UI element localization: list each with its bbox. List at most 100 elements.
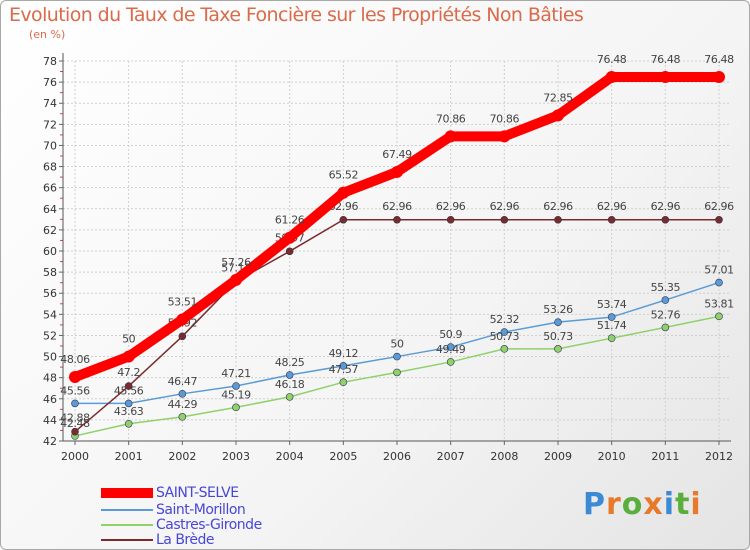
data-point-castres-gironde <box>715 312 723 321</box>
data-label-saint-morillon: 57.01 <box>704 264 734 277</box>
y-tick-label: 54 <box>43 308 57 321</box>
data-point-saint-morillon <box>71 399 79 408</box>
data-point-saint-selve <box>69 371 81 384</box>
data-point-la-brede <box>500 215 509 224</box>
data-point-saint-morillon <box>446 343 455 351</box>
y-tick-label: 60 <box>43 245 57 258</box>
x-tick-label: 2009 <box>544 450 572 463</box>
data-label-saint-morillon: 47.21 <box>221 367 251 380</box>
data-point-la-brede <box>285 247 294 256</box>
data-label-castres-gironde: 47.57 <box>329 363 359 376</box>
x-tick-label: 2012 <box>705 450 733 463</box>
data-label-saint-morillon: 45.56 <box>60 384 90 397</box>
legend-label: SAINT-SELVE <box>156 485 239 501</box>
logo-letter: P <box>583 487 606 522</box>
data-point-saint-selve <box>391 165 403 178</box>
data-point-la-brede <box>446 215 455 224</box>
data-label-saint-selve: 70.86 <box>490 112 520 125</box>
data-point-la-brede <box>393 215 401 224</box>
legend-item-saint-selve: SAINT-SELVE <box>101 485 239 501</box>
data-point-castres-gironde <box>232 403 240 412</box>
data-point-saint-selve <box>176 313 189 326</box>
logo-letter: o <box>621 487 644 522</box>
y-tick-label: 58 <box>43 266 57 279</box>
legend-label: Saint-Morillon <box>156 502 246 518</box>
data-label-saint-selve: 50 <box>122 333 136 346</box>
data-label-castres-gironde: 50.73 <box>543 330 573 343</box>
x-tick-label: 2006 <box>383 450 411 463</box>
chart-title: Evolution du Taux de Taxe Foncière sur l… <box>9 4 584 26</box>
data-label-castres-gironde: 53.81 <box>704 297 734 310</box>
legend-item-castres-gironde: Castres-Gironde <box>101 517 262 533</box>
data-point-saint-selve <box>230 273 242 286</box>
data-label-saint-selve: 61.26 <box>275 214 305 227</box>
data-point-saint-morillon <box>607 313 616 321</box>
data-label-saint-morillon: 50 <box>390 338 404 351</box>
data-point-saint-selve <box>552 109 564 122</box>
data-point-la-brede <box>339 215 348 224</box>
y-tick-label: 78 <box>43 55 57 68</box>
y-tick-label: 72 <box>43 118 57 131</box>
data-point-saint-selve <box>337 186 350 199</box>
data-point-saint-morillon <box>124 399 133 408</box>
data-label-la-brede: 62.96 <box>490 200 520 213</box>
data-label-saint-morillon: 52.32 <box>490 313 520 326</box>
y-tick-label: 68 <box>43 161 57 174</box>
data-point-castres-gironde <box>500 345 509 353</box>
data-point-la-brede <box>715 215 723 224</box>
data-point-castres-gironde <box>124 419 133 428</box>
x-tick-label: 2002 <box>168 450 196 463</box>
data-point-saint-morillon <box>393 352 401 361</box>
logo-letter: x <box>643 487 664 522</box>
data-label-saint-morillon: 46.47 <box>168 375 198 388</box>
data-label-saint-morillon: 53.74 <box>597 298 627 311</box>
data-point-castres-gironde <box>607 334 616 342</box>
data-point-saint-selve <box>444 130 457 143</box>
x-tick-label: 2003 <box>222 450 250 463</box>
legend-item-saint-morillon: Saint-Morillon <box>101 502 246 518</box>
data-point-castres-gironde <box>178 413 187 421</box>
data-label-saint-selve: 53.51 <box>168 296 198 309</box>
y-tick-label: 62 <box>43 224 57 237</box>
data-label-castres-gironde: 50.73 <box>490 330 520 343</box>
legend-item-la-brede: La Brède <box>101 532 215 548</box>
x-tick-label: 2011 <box>651 450 679 463</box>
legend-swatch <box>101 524 153 526</box>
data-label-saint-selve: 57.26 <box>221 256 251 269</box>
x-tick-label: 2005 <box>329 450 357 463</box>
data-label-saint-morillon: 45.56 <box>114 384 144 397</box>
data-label-castres-gironde: 52.76 <box>651 308 681 321</box>
x-tick-label: 2008 <box>490 450 518 463</box>
data-point-saint-selve <box>283 231 296 244</box>
data-label-la-brede: 62.96 <box>382 200 412 213</box>
data-point-saint-morillon <box>554 318 562 326</box>
data-label-saint-selve: 72.85 <box>543 91 573 104</box>
y-tick-label: 56 <box>43 287 57 300</box>
data-label-saint-morillon: 55.35 <box>651 281 681 294</box>
data-label-saint-selve: 76.48 <box>704 53 734 66</box>
logo-letter: r <box>606 487 622 522</box>
data-point-saint-selve <box>659 71 672 84</box>
data-point-la-brede <box>71 427 79 436</box>
y-tick-label: 76 <box>43 76 57 89</box>
logo-letter: i <box>663 487 676 522</box>
data-point-la-brede <box>661 215 670 224</box>
data-label-saint-morillon: 48.25 <box>275 356 305 369</box>
data-label-la-brede: 42.88 <box>60 412 90 425</box>
logo-letter: t <box>675 487 691 522</box>
data-point-saint-morillon <box>500 328 509 336</box>
data-label-saint-selve: 76.48 <box>651 53 681 66</box>
data-point-saint-morillon <box>232 382 240 390</box>
x-tick-label: 2004 <box>276 450 304 463</box>
data-label-saint-selve: 65.52 <box>329 169 359 182</box>
legend-swatch <box>101 488 153 498</box>
data-point-saint-morillon <box>661 296 670 304</box>
unit-label: (en %) <box>29 28 66 41</box>
legend-label: La Brède <box>156 532 215 548</box>
data-point-saint-morillon <box>285 371 294 379</box>
x-tick-label: 2001 <box>115 450 143 463</box>
data-label-saint-selve: 48.06 <box>60 353 90 366</box>
data-label-saint-selve: 67.49 <box>382 148 412 161</box>
